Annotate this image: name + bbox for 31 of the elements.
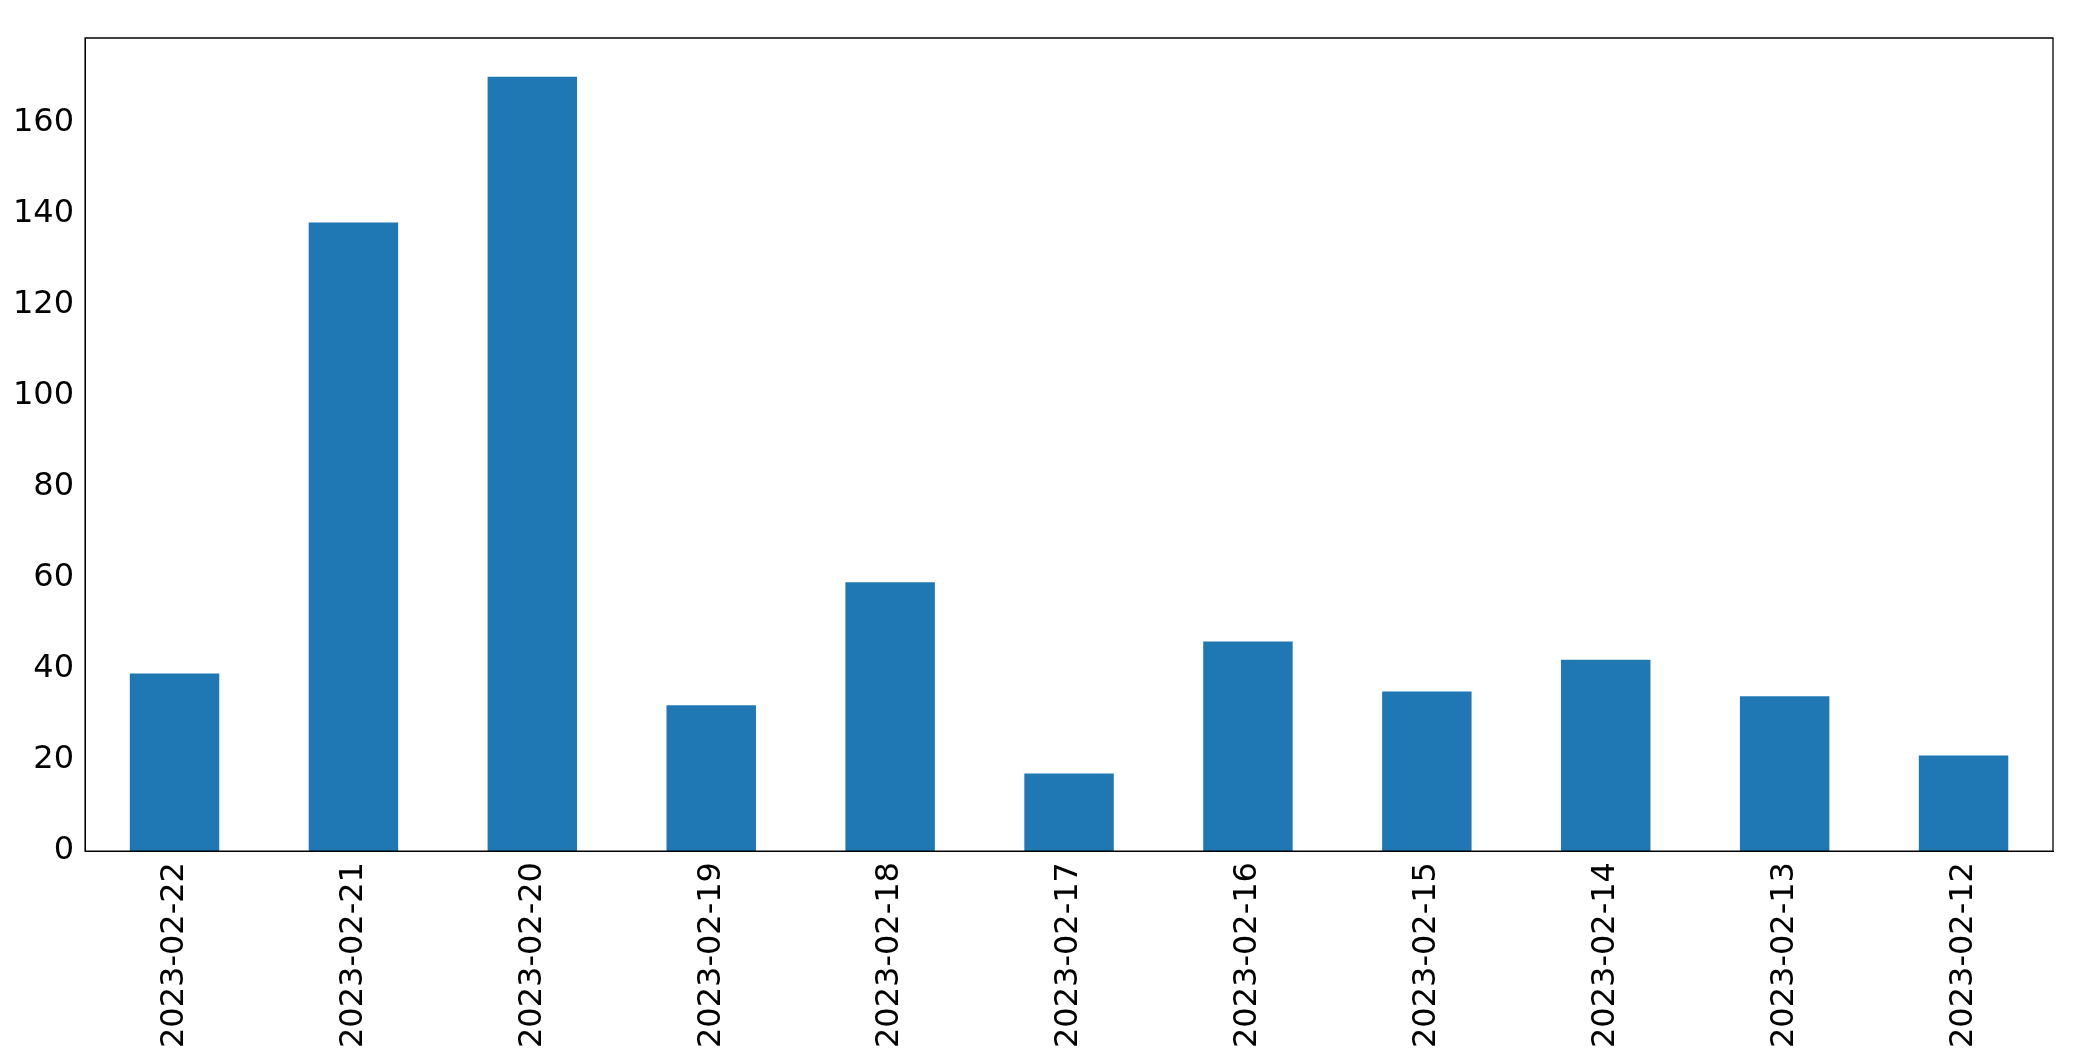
y-tick-label: 60 [33, 556, 75, 595]
y-tick-label: 160 [13, 100, 75, 139]
y-tick-label: 20 [33, 738, 75, 777]
bar [1561, 659, 1651, 852]
y-tick-label: 100 [13, 373, 75, 412]
y-tick-label: 0 [53, 829, 75, 868]
x-tick-label: 2023-02-12 [1941, 862, 1980, 1048]
bar [1024, 773, 1114, 852]
bar [1739, 696, 1830, 852]
x-tick-label: 2023-02-14 [1584, 862, 1623, 1048]
bar [845, 582, 935, 852]
bar [1382, 691, 1472, 852]
y-tick-label: 120 [13, 282, 75, 321]
bar [129, 673, 220, 852]
bar [1203, 641, 1293, 852]
y-tick-label: 40 [33, 647, 75, 686]
x-tick-label: 2023-02-21 [331, 862, 370, 1048]
x-tick-label: 2023-02-19 [689, 862, 728, 1048]
bar [487, 76, 578, 852]
y-tick-label: 80 [33, 464, 75, 503]
x-tick-label: 2023-02-15 [1405, 862, 1444, 1048]
x-tick-label: 2023-02-20 [510, 862, 549, 1048]
x-tick-label: 2023-02-22 [152, 862, 191, 1048]
bar [666, 705, 756, 852]
x-tick-label: 2023-02-18 [868, 862, 907, 1048]
x-tick-label: 2023-02-17 [1047, 862, 1086, 1048]
bar [1918, 755, 2009, 852]
x-tick-label: 2023-02-16 [1226, 862, 1265, 1048]
y-tick-label: 140 [13, 191, 75, 230]
x-tick-label: 2023-02-13 [1762, 862, 1801, 1048]
bar [308, 222, 399, 852]
